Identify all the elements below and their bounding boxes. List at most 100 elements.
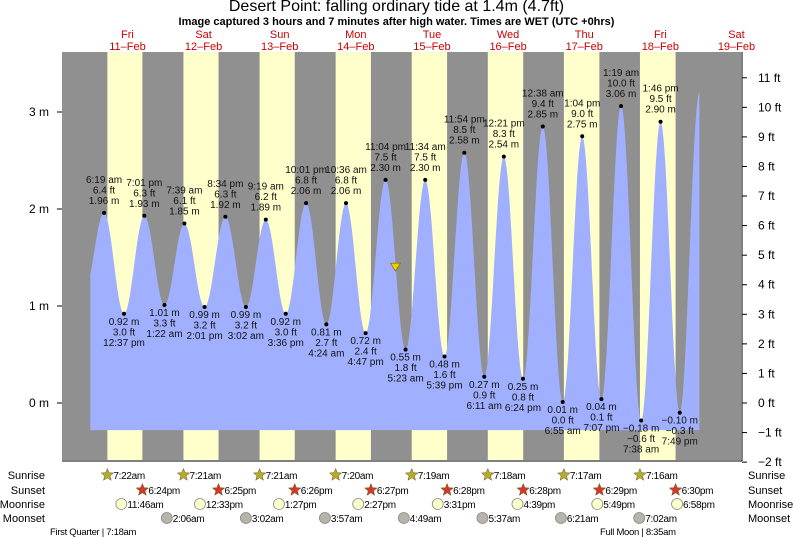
day-name-label: Thu: [575, 29, 594, 41]
moonrise-moon-icon: [352, 498, 365, 510]
sunset-time: 6:29pm: [605, 486, 637, 497]
sunset-time: 6:26pm: [301, 486, 333, 497]
high-tide-ft-label: 6.8 ft: [295, 176, 317, 187]
moonrise-time: 6:58pm: [683, 500, 715, 511]
high-tide-point: [304, 201, 309, 206]
moonset-time: 3:57am: [331, 514, 363, 525]
high-tide-time-label: 12:21 pm: [483, 119, 525, 130]
low-tide-point: [122, 311, 127, 316]
high-tide-point: [142, 213, 147, 218]
high-tide-m-label: 1.92 m: [210, 200, 241, 211]
low-tide-ft-label: 2.7 ft: [315, 338, 337, 349]
current-tide-marker-icon: [389, 262, 401, 272]
high-tide-time-label: 11:54 pm: [444, 115, 485, 126]
high-tide-time-label: 10:36 am: [325, 165, 367, 176]
high-tide-point: [102, 210, 107, 215]
high-tide-m-label: 1.93 m: [129, 199, 160, 210]
low-tide-point: [482, 374, 487, 379]
sunrise-star-icon: [557, 467, 571, 481]
ft-tick-label: 7 ft: [758, 189, 775, 203]
day-date-label: 19–Feb: [718, 41, 755, 53]
sunrise-star-icon: [328, 467, 343, 481]
sunset-time: 6:25pm: [225, 486, 257, 497]
tide-area: [90, 92, 700, 431]
low-tide-m-label: 0.01 m: [547, 405, 578, 416]
m-tick-label: 2 m: [29, 202, 49, 216]
low-tide-m-label: 0.27 m: [469, 380, 500, 391]
low-tide-ft-label: 0.8 ft: [512, 392, 534, 403]
moonset-time: 7:02am: [645, 514, 677, 525]
high-tide-m-label: 2.85 m: [527, 110, 558, 121]
ft-tick-label: 1 ft: [758, 366, 775, 380]
low-tide-m-label: 0.04 m: [586, 402, 617, 413]
sunset-star-icon: [440, 482, 454, 496]
low-tide-m-label: −0.10 m: [662, 416, 698, 427]
high-tide-m-label: 2.06 m: [331, 186, 362, 197]
high-tide-ft-label: 7.5 ft: [414, 152, 436, 163]
low-tide-time-label: 6:55 am: [545, 426, 581, 437]
high-tide-time-label: 8:34 pm: [207, 179, 243, 190]
high-tide-point: [263, 217, 268, 222]
high-tide-time-label: 6:19 am: [86, 175, 122, 186]
moonset-moon-icon: [239, 512, 252, 524]
high-tide-ft-label: 6.3 ft: [133, 188, 155, 199]
moonset-moon-icon: [633, 512, 646, 524]
high-tide-point: [182, 221, 187, 226]
low-tide-point: [363, 331, 368, 336]
ft-tick-label: −1 ft: [758, 426, 782, 440]
day-name-label: Fri: [121, 29, 134, 41]
low-tide-ft-label: 0.0 ft: [552, 416, 574, 427]
moonset-row-label-right: Moonset: [748, 513, 790, 525]
day-name-label: Fri: [654, 29, 667, 41]
moonrise-time: 3:31pm: [444, 500, 476, 511]
moonrise-moon-icon: [115, 498, 128, 510]
low-tide-ft-label: 0.1 ft: [590, 413, 612, 424]
high-tide-ft-label: 6.4 ft: [93, 185, 115, 196]
low-tide-time-label: 2:01 pm: [187, 331, 223, 342]
sunset-star-icon: [211, 482, 226, 496]
ft-tick-label: 3 ft: [758, 307, 775, 321]
low-tide-ft-label: 3.2 ft: [193, 320, 215, 331]
low-tide-time-label: 5:39 pm: [426, 380, 462, 391]
high-tide-point: [462, 150, 467, 155]
moonrise-time: 4:39pm: [523, 500, 555, 511]
day-date-label: 17–Feb: [566, 41, 603, 53]
sunrise-time: 7:21am: [189, 471, 221, 482]
low-tide-ft-label: 1.6 ft: [433, 370, 455, 381]
high-tide-ft-label: 6.1 ft: [173, 196, 195, 207]
low-tide-ft-label: 0.9 ft: [473, 390, 495, 401]
moonset-time: 6:21am: [567, 514, 599, 525]
low-tide-time-label: 12:37 pm: [103, 338, 145, 349]
ft-tick-label: 0 ft: [758, 396, 775, 410]
moonset-row-label: Moonset: [3, 513, 45, 525]
moonrise-moon-icon: [591, 498, 604, 510]
sunset-star-icon: [287, 482, 302, 496]
high-tide-ft-label: 7.5 ft: [374, 152, 396, 163]
low-tide-ft-label: 2.4 ft: [354, 347, 376, 358]
day-name-label: Sat: [195, 29, 212, 41]
low-tide-time-label: 3:36 pm: [268, 338, 304, 349]
low-tide-m-label: −0.18 m: [623, 423, 659, 434]
chart-subtitle: Image captured 3 hours and 7 minutes aft…: [178, 16, 615, 28]
high-tide-time-label: 7:01 pm: [126, 178, 162, 189]
sunset-row-label: Sunset: [11, 485, 45, 497]
high-tide-ft-label: 9.4 ft: [532, 99, 554, 110]
high-tide-ft-label: 9.0 ft: [571, 109, 593, 120]
sunrise-star-icon: [633, 467, 647, 481]
high-tide-time-label: 7:39 am: [166, 186, 202, 197]
high-tide-ft-label: 6.2 ft: [255, 192, 277, 203]
low-tide-point: [560, 400, 565, 405]
ft-tick-label: 11 ft: [758, 71, 781, 85]
high-tide-time-label: 1:04 pm: [564, 98, 600, 109]
high-tide-m-label: 1.89 m: [251, 203, 282, 214]
ft-tick-label: 8 ft: [758, 159, 775, 173]
low-tide-ft-label: −0.3 ft: [666, 426, 694, 437]
low-tide-point: [442, 354, 447, 359]
sunset-time: 6:28pm: [529, 486, 561, 497]
low-tide-time-label: 6:24 pm: [505, 403, 541, 414]
ft-tick-label: 4 ft: [758, 278, 775, 292]
high-tide-ft-label: 10.0 ft: [607, 79, 635, 90]
ft-tick-label: −2 ft: [758, 455, 782, 469]
